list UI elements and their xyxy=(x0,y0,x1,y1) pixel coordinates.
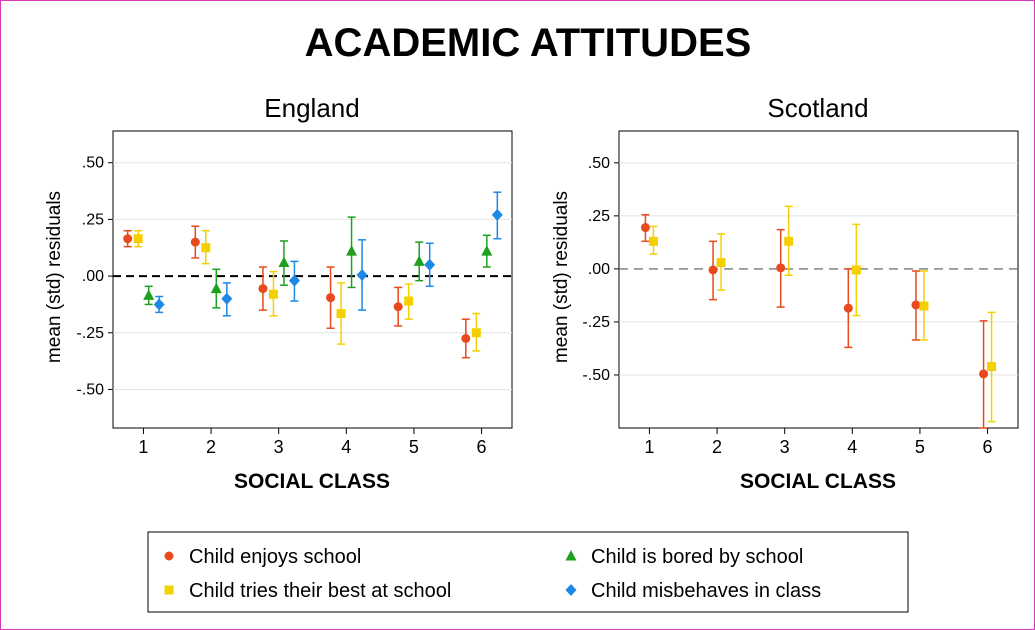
england-bored-point xyxy=(210,282,222,294)
england-tries-point xyxy=(133,234,143,244)
england-misbehaves-point xyxy=(491,208,503,221)
england-enjoys-point xyxy=(461,333,471,343)
legend-marker-bored xyxy=(565,550,577,561)
scotland-panel: Scotland mean (std) residuals SOCIAL CLA… xyxy=(551,93,1019,493)
scotland-panel-title: Scotland xyxy=(767,93,868,123)
scotland-x-tick-label: 2 xyxy=(712,437,722,457)
england-panel: England mean (std) residuals SOCIAL CLAS… xyxy=(44,93,513,493)
england-bored-point xyxy=(413,255,425,266)
england-bored-point xyxy=(346,245,358,256)
scotland-y-tick-label: -.25 xyxy=(582,314,610,331)
legend-label-misbehaves: Child misbehaves in class xyxy=(591,580,821,602)
england-y-tick-label: .50 xyxy=(82,155,104,172)
england-tries-point xyxy=(336,309,346,319)
england-panel-title: England xyxy=(264,93,359,123)
scotland-tries-point xyxy=(784,236,794,246)
legend-item-tries: Child tries their best at school xyxy=(164,580,451,602)
scotland-enjoys-point xyxy=(776,263,786,273)
england-misbehaves-point xyxy=(356,268,368,281)
scotland-tries-point xyxy=(716,258,726,268)
england-enjoys-point xyxy=(326,293,336,303)
scotland-x-tick-label: 1 xyxy=(644,437,654,457)
england-misbehaves-point xyxy=(221,292,233,305)
scotland-enjoys-point xyxy=(843,303,853,313)
scotland-enjoys-point xyxy=(708,265,718,275)
england-tries-point xyxy=(471,328,481,338)
scotland-tries-point xyxy=(851,265,861,275)
legend-marker-tries xyxy=(164,585,174,595)
scotland-x-tick-label: 4 xyxy=(847,437,857,457)
england-x-tick-label: 4 xyxy=(341,437,351,457)
legend-item-enjoys: Child enjoys school xyxy=(164,546,361,568)
scotland-y-tick-label: .50 xyxy=(588,155,610,172)
england-tries-point xyxy=(268,289,278,299)
england-enjoys-point xyxy=(393,302,403,312)
scotland-enjoys-point xyxy=(911,300,921,310)
scotland-enjoys-point xyxy=(979,369,989,379)
legend-marker-enjoys xyxy=(164,551,174,561)
england-enjoys-point xyxy=(258,284,268,294)
england-x-tick-label: 6 xyxy=(477,437,487,457)
scotland-y-tick-label: .00 xyxy=(588,261,610,278)
legend: Child enjoys school Child is bored by sc… xyxy=(147,531,909,613)
legend-item-misbehaves: Child misbehaves in class xyxy=(565,580,821,602)
scotland-plot-area xyxy=(618,130,1019,429)
england-y-axis-label: mean (std) residuals xyxy=(44,191,65,363)
scotland-y-tick-label: -.50 xyxy=(582,367,610,384)
scotland-tries-point xyxy=(919,301,929,311)
scotland-x-tick-label: 6 xyxy=(983,437,993,457)
england-y-tick-label: -.50 xyxy=(76,381,104,398)
scotland-enjoys-point xyxy=(640,223,650,233)
scotland-y-axis-label: mean (std) residuals xyxy=(551,191,572,363)
scotland-tries-point xyxy=(648,236,658,246)
england-x-tick-label: 3 xyxy=(274,437,284,457)
legend-item-bored: Child is bored by school xyxy=(565,546,803,568)
england-x-axis-label: SOCIAL CLASS xyxy=(234,470,390,493)
england-y-tick-label: .00 xyxy=(82,268,104,285)
england-misbehaves-point xyxy=(424,258,436,271)
legend-label-bored: Child is bored by school xyxy=(591,546,803,568)
figure-title: ACADEMIC ATTITUDES xyxy=(305,21,752,65)
england-plot-area xyxy=(112,130,513,429)
scotland-x-tick-label: 5 xyxy=(915,437,925,457)
england-bored-point xyxy=(143,289,155,300)
england-bored-point xyxy=(278,256,290,267)
england-misbehaves-point xyxy=(288,274,300,287)
scotland-x-axis-label: SOCIAL CLASS xyxy=(740,470,896,493)
england-tries-point xyxy=(201,243,211,253)
england-x-tick-label: 5 xyxy=(409,437,419,457)
england-y-tick-label: -.25 xyxy=(76,325,104,342)
scotland-tries-point xyxy=(987,361,997,371)
england-enjoys-point xyxy=(190,237,200,247)
england-y-tick-label: .25 xyxy=(82,211,104,228)
legend-label-tries: Child tries their best at school xyxy=(189,580,451,602)
legend-label-enjoys: Child enjoys school xyxy=(189,546,361,568)
england-bored-point xyxy=(481,245,493,256)
scotland-y-tick-label: .25 xyxy=(588,208,610,225)
england-x-tick-label: 2 xyxy=(206,437,216,457)
legend-marker-misbehaves xyxy=(565,584,577,596)
england-x-tick-label: 1 xyxy=(138,437,148,457)
scotland-x-tick-label: 3 xyxy=(780,437,790,457)
legend-box xyxy=(147,531,909,613)
england-enjoys-point xyxy=(123,234,133,244)
england-misbehaves-point xyxy=(153,298,165,311)
england-tries-point xyxy=(404,296,414,306)
